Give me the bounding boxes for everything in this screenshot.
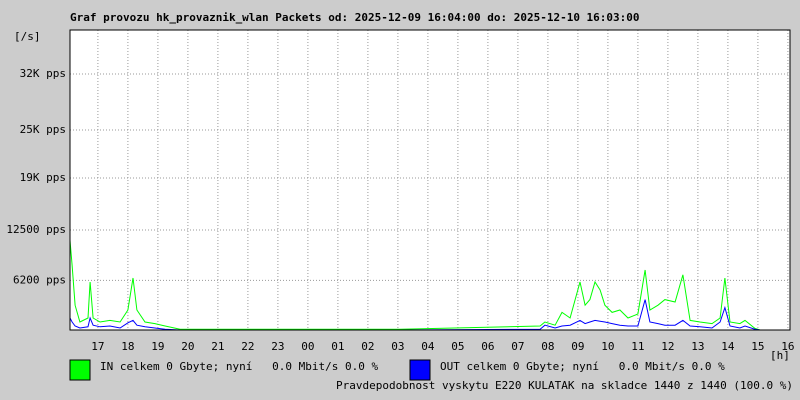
x-tick-label: 11 [631, 340, 644, 353]
legend-swatch [69, 359, 91, 381]
plot-area [70, 30, 790, 330]
x-tick-label: 06 [481, 340, 494, 353]
x-tick-label: 08 [541, 340, 554, 353]
legend-label: OUT celkem 0 Gbyte; nyní 0.0 Mbit/s 0.0 … [440, 360, 725, 373]
x-tick-label: 09 [571, 340, 584, 353]
x-tick-label: 23 [271, 340, 284, 353]
plot-border [69, 29, 791, 331]
legend-label: IN celkem 0 Gbyte; nyní 0.0 Mbit/s 0.0 % [100, 360, 379, 373]
x-tick-label: 02 [361, 340, 374, 353]
y-tick-label: 19K pps [20, 171, 66, 184]
chart-title: Graf provozu hk_provaznik_wlan Packets o… [70, 11, 640, 24]
x-tick-label: 14 [721, 340, 735, 353]
x-tick-label: 17 [91, 340, 104, 353]
x-tick-label: 12 [661, 340, 674, 353]
x-axis-label: [h] [770, 349, 790, 362]
legend-swatch [409, 359, 431, 381]
x-tick-label: 15 [751, 340, 764, 353]
x-tick-label: 22 [241, 340, 254, 353]
y-tick-label: 25K pps [20, 123, 66, 136]
x-tick-label: 04 [421, 340, 435, 353]
footer-note: Pravdepodobnost vyskytu E220 KULATAK na … [336, 379, 793, 392]
x-tick-label: 19 [151, 340, 164, 353]
y-tick-label: 32K pps [20, 67, 66, 80]
x-tick-label: 01 [331, 340, 344, 353]
x-tick-label: 03 [391, 340, 404, 353]
x-tick-label: 18 [121, 340, 134, 353]
x-tick-label: 05 [451, 340, 464, 353]
x-tick-label: 10 [601, 340, 614, 353]
x-tick-label: 20 [181, 340, 194, 353]
y-axis-label: [/s] [14, 30, 41, 43]
x-tick-label: 13 [691, 340, 704, 353]
x-tick-label: 07 [511, 340, 524, 353]
x-tick-label: 21 [211, 340, 224, 353]
series-line [69, 240, 761, 331]
x-tick-label: 00 [301, 340, 314, 353]
x-tick-label: 16 [781, 340, 794, 353]
series-line [69, 299, 761, 331]
y-tick-label: 12500 pps [6, 223, 66, 236]
y-tick-label: 6200 pps [13, 273, 66, 286]
